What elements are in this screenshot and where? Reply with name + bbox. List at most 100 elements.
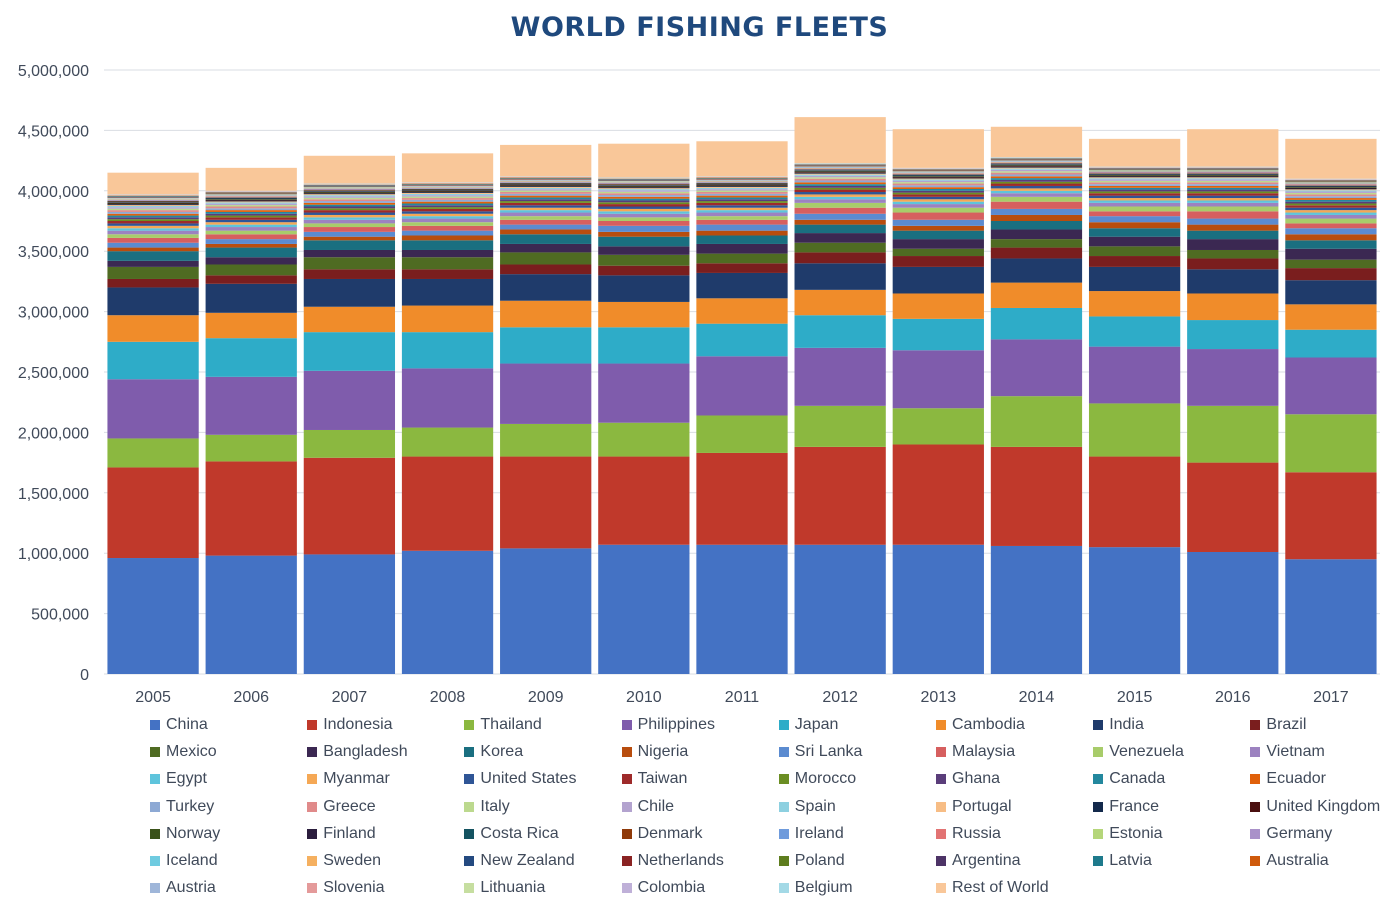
bar-segment (1187, 200, 1279, 203)
bar-segment (1187, 293, 1279, 321)
bar-segment (401, 235, 494, 241)
legend-label: Sweden (323, 852, 382, 869)
bar-stack-2008 (401, 153, 494, 674)
legend-swatch (307, 801, 318, 812)
bar-segment (303, 197, 396, 200)
bar-segment (500, 190, 592, 193)
bar-segment (107, 211, 199, 214)
bar-segment (303, 194, 396, 196)
legend-swatch (464, 883, 475, 894)
legend-swatch (936, 883, 946, 894)
bar-segment (500, 216, 592, 220)
bar-segment (794, 202, 886, 208)
bar-segment (303, 196, 396, 198)
bar-segment (303, 191, 396, 192)
bar-segment (598, 184, 690, 186)
bar-segment (1187, 176, 1279, 178)
bar-segment (1285, 199, 1377, 202)
legend-label: Germany (1266, 824, 1333, 842)
bar-segment (205, 199, 297, 201)
bar-segment (892, 173, 984, 174)
legend-swatch (778, 828, 789, 839)
bar-segment (205, 202, 297, 204)
bar-segment (794, 173, 886, 175)
bar-segment (1088, 202, 1181, 207)
legend-item: United Kingdom (1250, 796, 1380, 818)
legend-item: Greece (307, 796, 376, 818)
bar-segment (107, 213, 199, 216)
bar-segment (107, 205, 199, 207)
x-tick-label: 2014 (1019, 689, 1055, 706)
bar-segment (303, 306, 396, 333)
bar-segment (1187, 173, 1279, 175)
bar-segment (794, 168, 886, 170)
x-axis-ticks: 2005 2006 2007 2008 2009 2010 2011 2012 2013 2014… (135, 689, 1349, 706)
bar-segment (1285, 201, 1377, 204)
legend-label: Venezuela (1109, 743, 1184, 761)
bar-segment (205, 206, 297, 209)
bar-segment (892, 225, 984, 231)
bar-segment (401, 205, 494, 208)
bar-segment (696, 182, 788, 184)
bar-segment (892, 256, 984, 267)
legend-item: Korea (464, 741, 523, 763)
bar-segment (401, 187, 494, 189)
bar-segment (990, 396, 1083, 447)
bar-segment (794, 315, 886, 348)
bar-segment (500, 186, 592, 187)
bar-segment (107, 315, 199, 342)
bar-segment (1285, 268, 1377, 281)
legend-label: Korea (480, 743, 524, 761)
bar-segment (500, 193, 592, 196)
legend-label: Australia (1266, 852, 1329, 869)
bar-segment (1088, 291, 1181, 317)
bar-segment (1187, 195, 1279, 199)
bar-segment (107, 278, 199, 288)
bar-segment (794, 224, 886, 234)
bar-segment (303, 217, 396, 220)
bar-segment (794, 187, 886, 190)
bar-segment (892, 175, 984, 177)
x-tick-label: 2017 (1313, 689, 1349, 706)
bar-segment (696, 197, 788, 200)
bar-segment (794, 171, 886, 173)
legend-item: Philippines (621, 714, 715, 736)
bar-segment (990, 193, 1083, 197)
bar-segment (1187, 189, 1279, 192)
legend-label: Myanmar (323, 770, 390, 788)
bar-segment (401, 249, 494, 258)
legend-label: New Zealand (480, 852, 575, 869)
bar-segment (401, 195, 494, 197)
bar-segment (794, 252, 886, 264)
bar-segment (990, 247, 1083, 259)
bar-segment (107, 217, 199, 220)
bar-segment (696, 253, 788, 264)
bar-segment (500, 192, 592, 194)
legend-item: Myanmar (307, 768, 390, 790)
bar-segment (1088, 176, 1181, 178)
bar-segment (990, 185, 1083, 189)
bar-segment (696, 243, 788, 254)
bar-segment (205, 555, 297, 674)
legend-label: Latvia (1109, 852, 1152, 869)
bar-segment (1285, 185, 1377, 186)
legend-swatch (307, 856, 318, 866)
bar-segment (990, 208, 1083, 215)
y-tick-label: 500,000 (31, 607, 89, 624)
bar-segment (794, 405, 886, 447)
bar-segment (990, 171, 1083, 173)
bar-stack-2006 (205, 167, 297, 674)
legend-item: Brazil (1250, 714, 1306, 736)
legend-label: United Kingdom (1266, 797, 1381, 815)
bar-segment (794, 207, 886, 214)
bar-segment (107, 558, 199, 674)
legend-item: Sri Lanka (778, 741, 862, 763)
legend-label: Finland (323, 824, 376, 842)
bar-segment (794, 219, 886, 225)
legend-item: Slovenia (307, 877, 385, 899)
bar-segment (303, 189, 396, 191)
legend-label: Lithuania (480, 879, 546, 897)
bar-stack-2015 (1088, 138, 1181, 674)
bar-segment (990, 176, 1083, 179)
legend-item: Costa Rica (464, 823, 559, 845)
